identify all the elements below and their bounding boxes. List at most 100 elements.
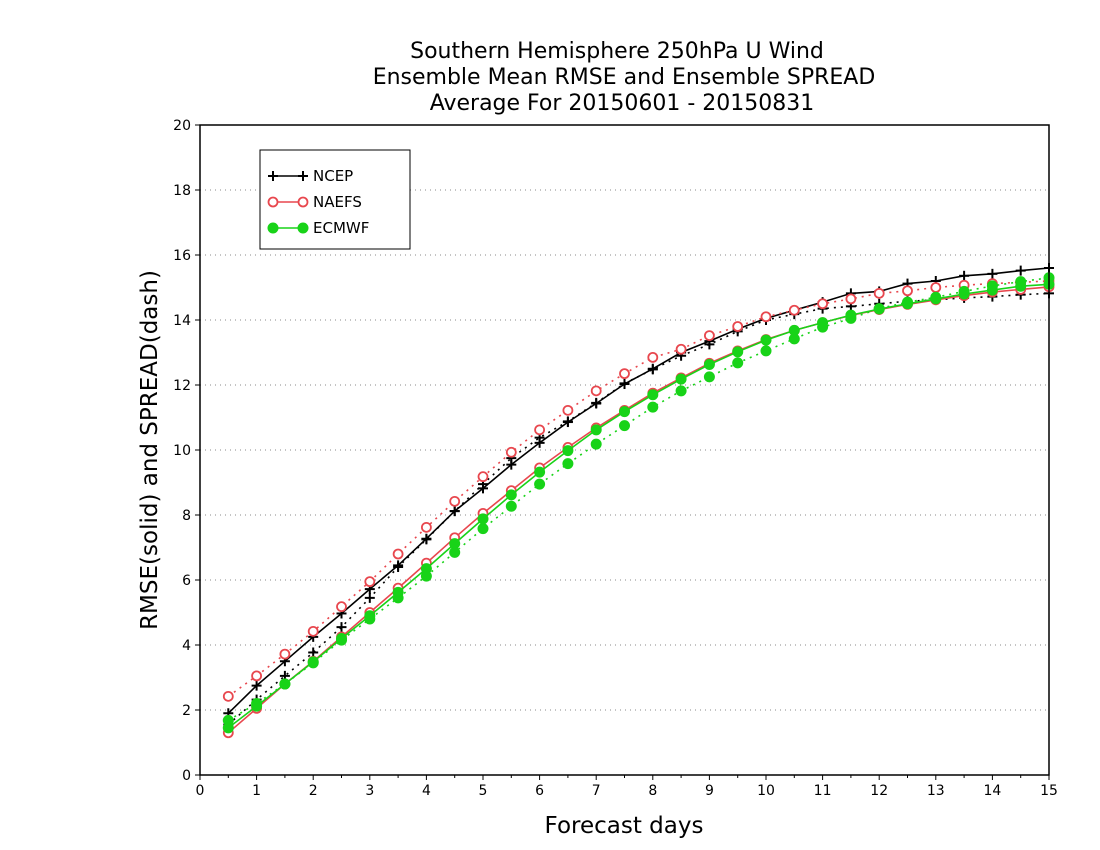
ecmwf-rmse-point — [279, 678, 291, 690]
legend-ncep-marker-right — [298, 171, 308, 181]
y-tick-label: 0 — [182, 768, 191, 784]
ncep-rmse-point — [987, 268, 998, 279]
x-tick-label: 7 — [592, 783, 601, 799]
ecmwf-rmse-point — [251, 700, 263, 712]
ncep-rmse-line — [227, 267, 1050, 714]
ecmwf-rmse-point — [788, 324, 800, 336]
legend-naefs-marker-right — [297, 196, 309, 208]
x-tick-label: 0 — [196, 783, 205, 799]
grid-layer — [200, 189, 1049, 711]
ecmwf-rmse-point — [647, 389, 659, 401]
x-tick-label: 4 — [422, 783, 431, 799]
ecmwf-rmse-point — [590, 424, 602, 436]
ncep-spread-line — [227, 292, 1050, 726]
legend-ecmwf-label: ECMWF — [313, 219, 369, 237]
ecmwf-rmse-point — [732, 346, 744, 358]
ecmwf-rmse-point — [505, 489, 517, 501]
x-axis-title: Forecast days — [545, 813, 704, 839]
naefs-spread-point — [222, 690, 234, 702]
y-tick-label: 6 — [182, 573, 191, 589]
ncep-rmse-point — [478, 483, 488, 494]
ecmwf-rmse-point — [392, 586, 404, 598]
y-tick-label: 14 — [173, 313, 191, 329]
naefs-spread-point — [845, 293, 857, 305]
naefs-rmse-line — [227, 286, 1050, 734]
ncep-rmse-point — [506, 459, 517, 470]
ncep-spread-point — [308, 647, 319, 658]
legend-naefs-marker-left — [267, 196, 279, 208]
x-tick-label: 2 — [309, 783, 318, 799]
ecmwf-spread-point — [534, 478, 546, 490]
legend-box — [259, 149, 411, 250]
naefs-spread-point — [534, 424, 545, 436]
naefs-spread-point — [505, 446, 517, 458]
naefs-spread-line — [227, 280, 1050, 698]
x-tick-label: 8 — [648, 783, 657, 799]
x-tick-label: 10 — [757, 783, 775, 799]
ncep-rmse-point — [251, 680, 262, 691]
legend-ecmwf-marker-left — [267, 222, 279, 234]
naefs-spread-point — [930, 282, 942, 293]
ecmwf-rmse-line — [227, 283, 1050, 729]
ecmwf-rmse-point — [760, 334, 772, 346]
ncep-rmse-point — [393, 560, 404, 571]
x-tick-label: 3 — [365, 783, 374, 799]
ecmwf-rmse-point — [845, 309, 857, 321]
ecmwf-rmse-point — [873, 303, 885, 315]
ecmwf-rmse-point — [562, 445, 574, 457]
ecmwf-rmse-point — [477, 513, 489, 525]
x-tick-label: 6 — [535, 783, 544, 799]
ecmwf-rmse-point — [449, 538, 461, 550]
naefs-spread-point — [420, 521, 432, 533]
chart-title-line-3: Average For 20150601 - 20150831 — [430, 91, 815, 116]
x-tick-label: 11 — [814, 783, 832, 799]
ecmwf-rmse-point — [619, 406, 630, 418]
naefs-spread-point — [732, 321, 744, 332]
ecmwf-rmse-point — [1015, 280, 1027, 292]
ecmwf-rmse-point — [675, 373, 687, 385]
plot-frame — [199, 124, 1050, 776]
ecmwf-spread-point — [590, 438, 602, 450]
x-tick-label: 12 — [870, 783, 888, 799]
ecmwf-spread-point — [505, 500, 517, 512]
x-tick-label: 1 — [252, 783, 261, 799]
naefs-spread-point — [477, 471, 489, 483]
ecmwf-rmse-point — [703, 359, 715, 371]
naefs-spread-point — [307, 625, 319, 637]
chart-title-line-2: Ensemble Mean RMSE and Ensemble SPREAD — [373, 65, 876, 90]
x-tick-label: 14 — [983, 783, 1001, 799]
naefs-spread-point — [449, 495, 461, 507]
ecmwf-rmse-point — [364, 610, 376, 622]
y-tick-label: 16 — [173, 248, 191, 264]
ecmwf-spread-point — [562, 458, 574, 470]
y-tick-label: 12 — [173, 378, 191, 394]
ecmwf-spread-point — [703, 371, 715, 383]
x-tick-label: 5 — [479, 783, 488, 799]
naefs-spread-point — [704, 330, 715, 342]
ecmwf-rmse-point — [336, 633, 347, 644]
legend-ncep-marker-left — [268, 171, 278, 181]
ecmwf-spread-point — [647, 401, 659, 413]
ncep-rmse-point — [449, 506, 460, 517]
ecmwf-rmse-point — [420, 563, 432, 575]
ecmwf-rmse-point — [902, 298, 913, 310]
naefs-spread-point — [251, 670, 263, 682]
naefs-spread-point — [364, 576, 376, 588]
ncep-rmse-point — [591, 398, 602, 409]
ecmwf-spread-point — [675, 385, 687, 397]
ecmwf-rmse-point — [986, 284, 998, 296]
ecmwf-rmse-point — [534, 466, 546, 478]
ecmwf-rmse-point — [307, 656, 319, 668]
naefs-spread-point — [873, 287, 885, 299]
ncep-spread-point — [364, 592, 375, 603]
naefs-spread-point — [760, 311, 772, 323]
ncep-rmse-point — [959, 270, 970, 281]
legend-naefs-label: NAEFS — [313, 193, 362, 211]
ncep-rmse-point — [534, 437, 545, 448]
y-axis-title: RMSE(solid) and SPREAD(dash) — [137, 270, 163, 630]
ncep-rmse-point — [421, 533, 432, 544]
x-tick-label: 13 — [927, 783, 945, 799]
naefs-spread-point — [392, 548, 404, 560]
chart-title-line-1: Southern Hemisphere 250hPa U Wind — [410, 39, 824, 64]
